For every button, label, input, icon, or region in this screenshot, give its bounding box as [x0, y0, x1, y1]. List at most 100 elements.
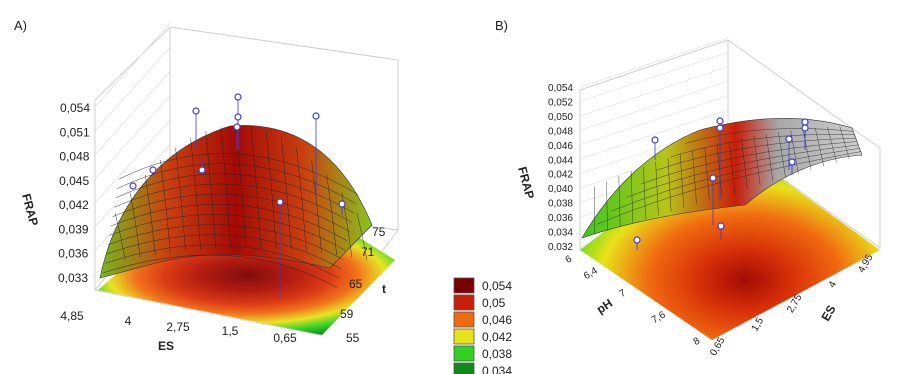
- legend-label: 0,042: [482, 330, 512, 344]
- panel-b-observed-point: [788, 158, 796, 166]
- panel-a-z-tick-label: 0,045: [59, 174, 89, 188]
- panel-b-mesh-line: [643, 166, 646, 220]
- panel-b-x-tick-label: 8: [692, 335, 703, 348]
- panel-b-observed-point: [709, 174, 717, 182]
- panel-a-z-tick-label: 0,048: [59, 150, 89, 164]
- panel-b-y-axis-title: ES: [818, 303, 838, 324]
- panel-b-x-tick-label: 7: [618, 287, 629, 300]
- legend-swatch: [453, 328, 475, 345]
- legend-swatch: [453, 345, 475, 362]
- panel-a-y-tick-label: 55: [346, 331, 360, 345]
- panel-a-mesh-line: [109, 214, 346, 251]
- legend-label: 0,038: [482, 347, 512, 361]
- panel-a-mesh-line: [265, 131, 277, 249]
- panel-b-mesh-line: [802, 129, 812, 171]
- panel-a-surface-mesh: [103, 125, 368, 288]
- panel-b-observed-point: [633, 236, 641, 244]
- panel-a-mesh-line: [130, 192, 141, 258]
- panel-a-mesh-line: [104, 244, 340, 279]
- legend-label: 0,05: [482, 296, 506, 310]
- panel-a-x-ticks: 4,85 4 2,75 1,5 0,65: [60, 309, 297, 345]
- panel-a-observed-points: [129, 93, 346, 300]
- panel-a-mesh-line: [113, 183, 352, 223]
- panel-b-mesh-line: [655, 137, 856, 171]
- panel-b-mesh-line: [814, 127, 825, 167]
- panel-b-z-tick-label: 0,048: [548, 126, 573, 137]
- panel-b-z-gridline: [579, 109, 729, 160]
- panel-b-x-tick-label: 7,6: [650, 309, 668, 326]
- panel-a-mesh-line: [250, 127, 262, 249]
- panel-a-z-gridline: [93, 71, 171, 157]
- panel-b-z-tick-label: 0,038: [548, 199, 573, 210]
- panel-a-mesh-line: [116, 163, 356, 204]
- panel-b-mesh-line: [778, 132, 786, 178]
- panel-a-observed-point: [233, 123, 241, 131]
- panel-a-observed-point: [192, 107, 200, 115]
- legend-swatch: [453, 294, 475, 311]
- panel-a-observed-point: [312, 112, 320, 120]
- panel-a-observed-point: [338, 200, 346, 208]
- panel-b-observed-point: [785, 135, 793, 143]
- panel-b-z-tick-label: 0,054: [548, 83, 573, 94]
- panel-b-z-tick-label: 0,040: [548, 184, 573, 195]
- panel-a-z-axis-title: FRAP: [19, 192, 41, 227]
- panel-b-z-gridline: [579, 52, 729, 102]
- panel-a-mesh-line: [311, 159, 322, 254]
- panel-a-z-tick-label: 0,051: [60, 125, 90, 139]
- panel-a-observed-point: [198, 166, 206, 174]
- panel-a-z-gridline: [93, 47, 171, 133]
- panel-b-mesh-line: [626, 144, 859, 198]
- panel-a-mesh-line: [175, 147, 186, 252]
- panel-a-mesh-line: [160, 159, 171, 254]
- panel-b-z-axis-title: FRAP: [515, 165, 537, 200]
- panel-a: A) 0,0330,0360,0390,0420,0450,0480,0510,…: [14, 18, 399, 353]
- panel-a-z-tick-label: 0,036: [58, 247, 88, 261]
- legend-label: 0,054: [482, 279, 512, 293]
- panel-a-mesh-line: [326, 174, 337, 256]
- panel-b-mesh-line: [741, 138, 748, 189]
- panel-a-y-tick-label: 65: [349, 277, 363, 291]
- panel-b-mesh-line: [667, 157, 672, 212]
- panel-a-label: A): [14, 18, 27, 33]
- panel-a-z-ticks: 0,033 0,036 0,039 0,042 0,045 0,048 0,051 0,054: [58, 101, 90, 285]
- panel-b-mesh-line: [827, 126, 837, 163]
- panel-a-z-tick-label: 0,042: [59, 198, 89, 212]
- panel-b-contour-floor: [580, 140, 880, 340]
- panel-a-mesh-line: [106, 234, 342, 270]
- panel-b-observed-point: [716, 124, 724, 132]
- panel-b-mesh-line: [670, 134, 855, 158]
- panel-b-z-tick-label: 0,032: [548, 242, 573, 253]
- panel-b-observed-points: [633, 117, 809, 250]
- panel-b-mesh-line: [630, 171, 634, 223]
- panel-a-mesh-line: [296, 147, 307, 252]
- panel-a-mesh-line: [205, 131, 217, 249]
- panel-b-z-tick-label: 0,044: [548, 155, 573, 166]
- panel-a-mesh-line: [220, 127, 232, 249]
- panel-a-z-gridline: [92, 95, 171, 182]
- panel-a-x-tick-label: 2,75: [166, 320, 190, 334]
- panel-b-z-tick-label: 0,042: [548, 170, 573, 181]
- panel-a-mesh-line: [145, 174, 156, 256]
- panel-a-mesh-line: [107, 224, 344, 260]
- panel-b-label: B): [495, 18, 508, 33]
- panel-a-y-tick-label: 71: [361, 245, 375, 259]
- panel-b-z-gridline: [579, 37, 729, 88]
- panel-a-z-tick-label: 0,054: [60, 101, 90, 115]
- panel-b-observed-point: [801, 118, 809, 126]
- panel-a-mesh-line: [112, 193, 350, 232]
- panel-b-mesh-line: [618, 175, 621, 227]
- panel-b-z-tick-label: 0,036: [548, 213, 573, 224]
- panel-a-observed-point: [129, 182, 137, 190]
- panel-b-observed-point: [716, 117, 724, 125]
- panel-b-mesh-line: [716, 143, 723, 197]
- panel-b-z-tick-label: 0,046: [548, 141, 573, 152]
- panel-a-z-gridline: [92, 119, 171, 206]
- panel-b-x-tick-label: 6,4: [582, 265, 600, 282]
- color-legend: 0,054 0,05 0,046 0,042 0,038 0,034: [453, 277, 512, 374]
- panel-b-x-axis-title: pH: [594, 296, 615, 316]
- panel-a-observed-point: [149, 166, 157, 174]
- panel-b-mesh-line: [679, 154, 685, 208]
- panel-a-y-ticks: 55 59 65 71 75: [340, 225, 386, 345]
- panel-b-z-gridline: [579, 66, 729, 117]
